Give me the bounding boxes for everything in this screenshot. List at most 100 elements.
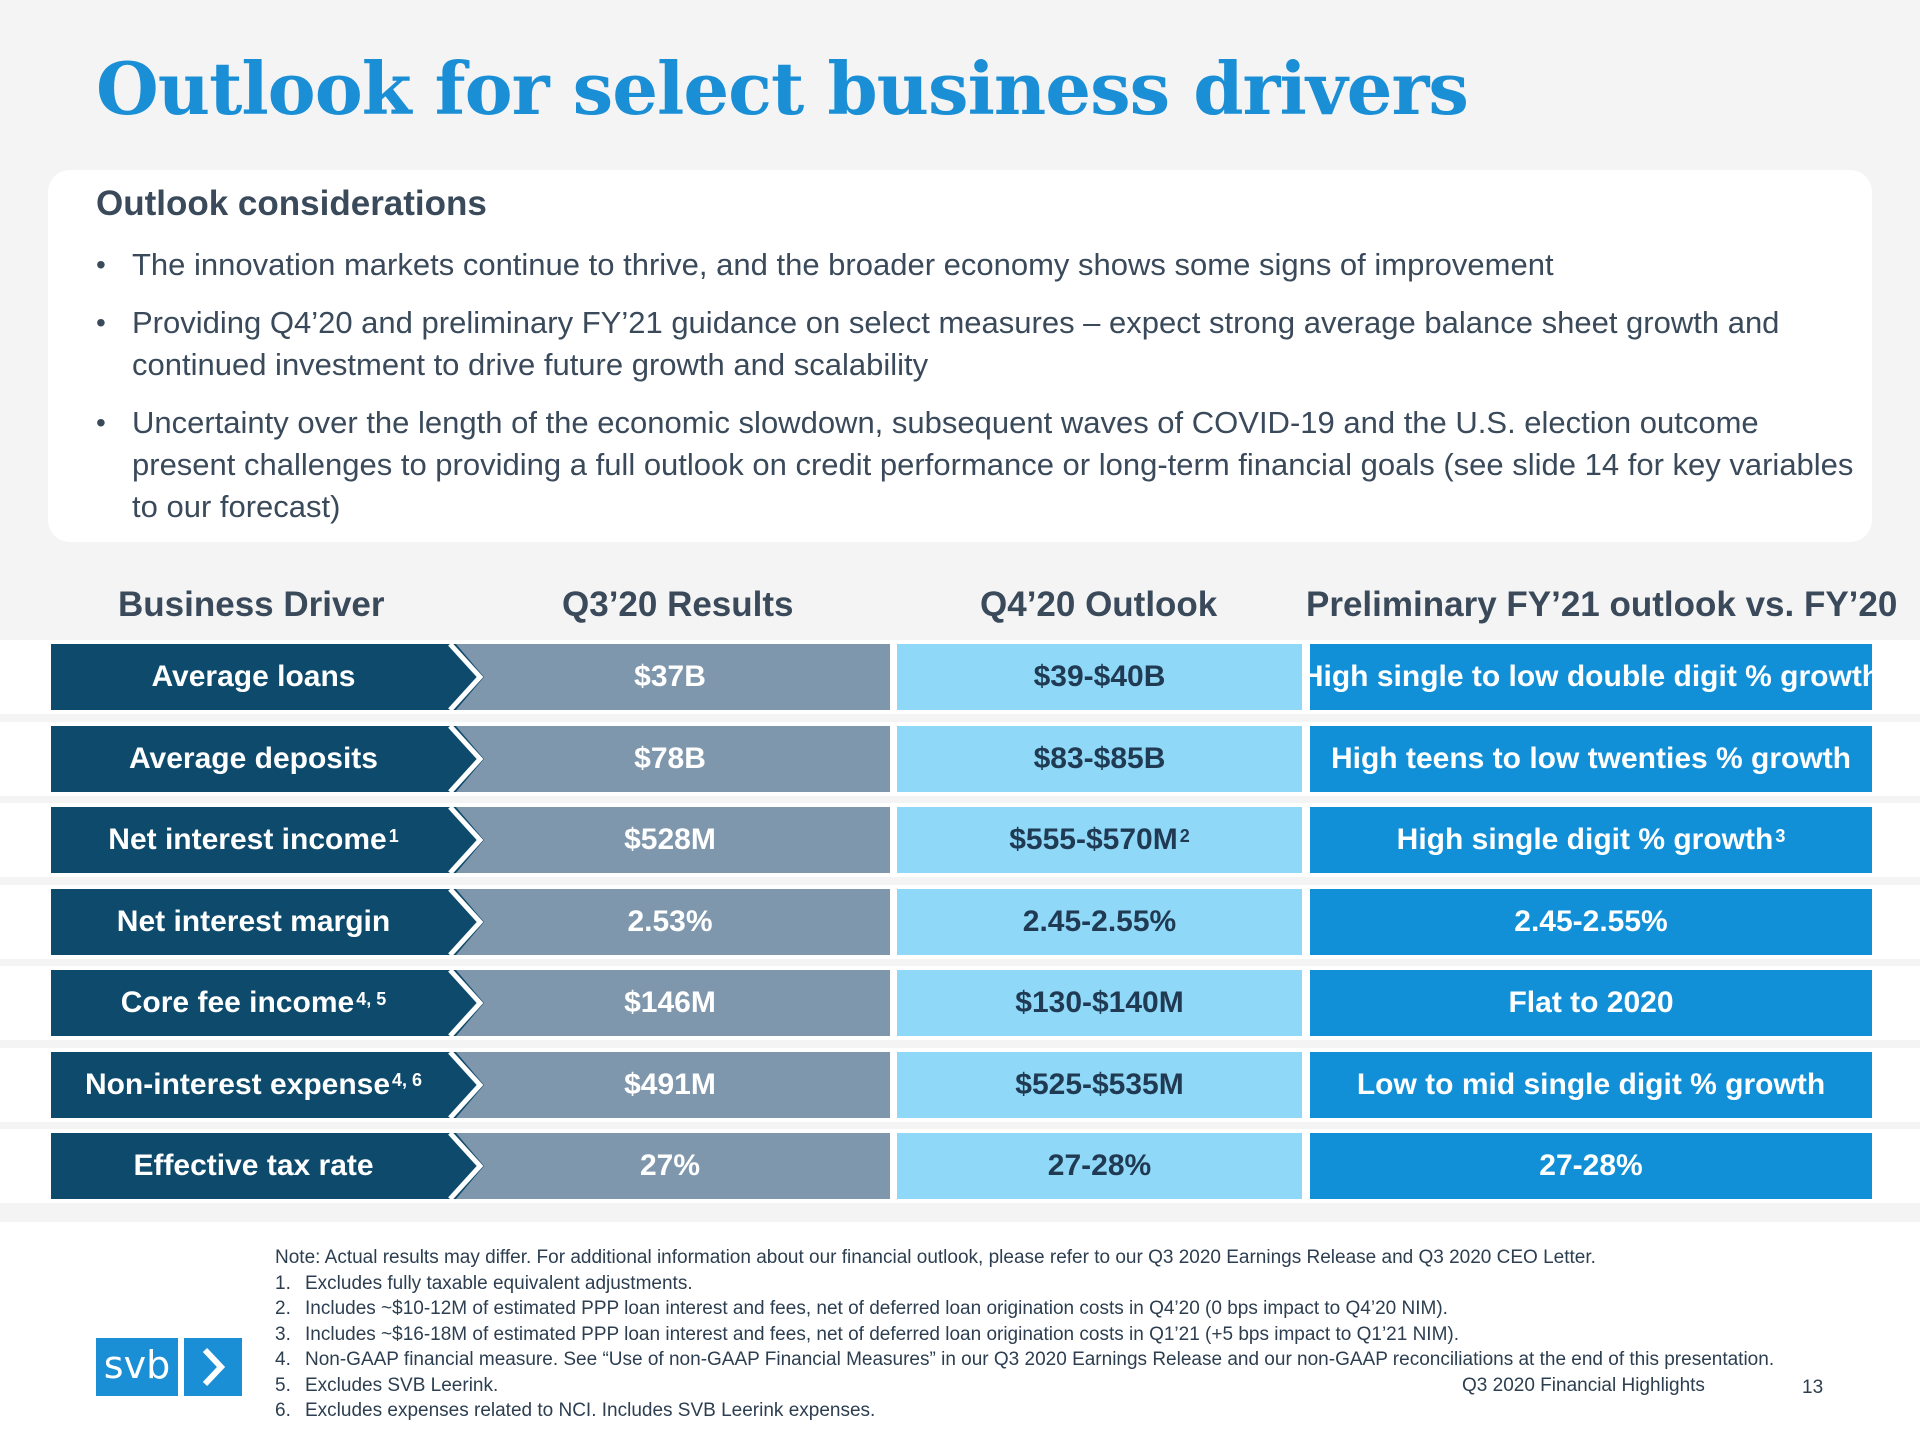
- arrow-chevron-icon: [440, 886, 484, 957]
- footnote-ref: 4, 5: [356, 988, 387, 1009]
- footnote-number: 6.: [275, 1400, 291, 1421]
- fy-cell-text: Flat to 2020: [1508, 986, 1674, 1019]
- table-row: Average deposits $78B $83-$85B High teens t…: [0, 721, 1920, 796]
- footnote-ref: 2: [1179, 825, 1190, 846]
- footnote-item: 3. Includes ~$16-18M of estimated PPP loa…: [275, 1322, 1875, 1348]
- fy-cell-text: 2.45-2.55%: [1514, 904, 1668, 938]
- q3-cell-text: 2.53%: [627, 904, 713, 938]
- footnote-text: Includes ~$16-18M of estimated PPP loan …: [305, 1323, 1460, 1345]
- arrow-outline: [448, 1131, 484, 1201]
- driver-cell: Average deposits: [51, 725, 456, 792]
- footnote-note: Note: Actual results may differ. For add…: [275, 1247, 1596, 1268]
- bullet-icon: •: [96, 249, 106, 280]
- q3-cell-text: $146M: [624, 986, 716, 1019]
- considerations-card: Outlook considerations • The innovation …: [48, 170, 1872, 542]
- table-row: Core fee income 4, 5 $146M $130-$140M Flat t…: [0, 966, 1920, 1040]
- q4-cell: $83-$85B: [897, 725, 1302, 792]
- driver-cell-text: Net interest margin: [116, 904, 391, 938]
- driver-cell: Effective tax rate: [51, 1133, 456, 1199]
- driver-cell-text: Average loans: [151, 660, 356, 693]
- q3-cell: 27%: [450, 1133, 890, 1199]
- driver-cell: Average loans: [51, 644, 456, 710]
- driver-cell-text: Net interest income: [108, 823, 387, 856]
- fy-cell: Low to mid single digit % growth: [1310, 1051, 1872, 1118]
- arrow-chevron-icon: [440, 1049, 484, 1120]
- q4-cell-text: $39-$40B: [1033, 660, 1166, 693]
- footnote-text: Non-GAAP financial measure. See “Use of …: [305, 1349, 1775, 1370]
- q3-cell-text: $491M: [624, 1067, 716, 1101]
- fy-cell-text: Low to mid single digit % growth: [1356, 1067, 1826, 1101]
- arrow-outline: [448, 642, 484, 712]
- q4-cell-text: $130-$140M: [1015, 986, 1184, 1019]
- table-row: Net interest income 1 $528M $555-$570M 2 High…: [0, 803, 1920, 877]
- q3-cell: $78B: [450, 725, 890, 792]
- fy-cell-text: High single to low double digit % growth: [1301, 660, 1881, 693]
- list-item: • Uncertainty over the length of the eco…: [96, 402, 1856, 528]
- considerations-list: • The innovation markets continue to thr…: [96, 244, 1856, 544]
- footnote-number: 5.: [275, 1374, 291, 1396]
- table-row: Average loans $37B $39-$40B High single to …: [0, 640, 1920, 714]
- q4-cell: $525-$535M: [897, 1051, 1302, 1118]
- footnotes: Note: Actual results may differ. For add…: [275, 1245, 1875, 1424]
- footnote-text: Includes ~$10-12M of estimated PPP loan …: [305, 1298, 1448, 1319]
- arrow-outline: [448, 1049, 484, 1120]
- list-item: • The innovation markets continue to thr…: [96, 244, 1856, 286]
- q4-cell: $39-$40B: [897, 644, 1302, 710]
- bullet-icon: •: [96, 307, 106, 338]
- footer-label: Q3 2020 Financial Highlights: [1462, 1375, 1705, 1396]
- logo-text: svb: [96, 1338, 178, 1396]
- driver-cell-text: Core fee income: [120, 986, 355, 1019]
- table-row: Effective tax rate 27% 27-28% 27-28%: [0, 1129, 1920, 1203]
- fy-cell: High single digit % growth 3: [1310, 807, 1872, 873]
- q4-cell-text: $555-$570M: [1009, 823, 1178, 856]
- arrow-fill: [440, 725, 484, 792]
- fy-cell: 2.45-2.55%: [1310, 888, 1872, 955]
- q4-cell-text: 2.45-2.55%: [1022, 904, 1177, 938]
- page-title: Outlook for select business drivers: [96, 46, 1469, 131]
- q3-cell-text: $528M: [624, 823, 716, 856]
- fy-cell: High single to low double digit % growth: [1302, 644, 1880, 710]
- arrow-chevron-icon: [440, 805, 484, 875]
- arrow-fill: [440, 807, 484, 873]
- list-item: • Providing Q4’20 and preliminary FY’21 …: [96, 302, 1856, 386]
- q3-cell: $37B: [450, 644, 890, 710]
- q3-cell: $146M: [450, 970, 890, 1036]
- arrow-chevron-icon: [440, 1131, 484, 1201]
- q3-cell: $491M: [450, 1051, 890, 1118]
- arrow-fill: [440, 1133, 484, 1199]
- q4-cell: 2.45-2.55%: [897, 888, 1302, 955]
- footnote-ref: 4, 6: [392, 1070, 423, 1090]
- bullet-text: Providing Q4’20 and preliminary FY’21 gu…: [132, 305, 1780, 382]
- footnote-item: 2. Includes ~$10-12M of estimated PPP loa…: [275, 1296, 1875, 1322]
- page-number: 13: [1802, 1377, 1824, 1398]
- q4-cell-text: 27-28%: [1047, 1149, 1152, 1182]
- arrow-chevron-icon: [440, 723, 484, 794]
- arrow-fill: [440, 888, 484, 955]
- table-row: Non-interest expense 4, 6 $491M $525-$535M L…: [0, 1047, 1920, 1122]
- driver-cell: Core fee income 4, 5: [51, 970, 456, 1036]
- q4-cell: $130-$140M: [897, 970, 1302, 1036]
- footnote-ref: 1: [388, 825, 399, 846]
- footnote-item: 4. Non-GAAP financial measure. See “Use o…: [275, 1347, 1875, 1373]
- arrow-fill: [440, 970, 484, 1036]
- q4-cell: 27-28%: [897, 1133, 1302, 1199]
- header-q4-outlook: Q4’20 Outlook: [980, 585, 1218, 624]
- driver-cell: Net interest margin: [51, 888, 456, 955]
- driver-cell-text: Effective tax rate: [133, 1149, 374, 1182]
- header-business-driver: Business Driver: [118, 585, 385, 624]
- q4-cell-text: $83-$85B: [1033, 741, 1166, 775]
- table-header: Business Driver Q3’20 Results Q4’20 Outl…: [0, 585, 1920, 635]
- bullet-icon: •: [96, 407, 106, 438]
- header-q3-results: Q3’20 Results: [562, 585, 794, 624]
- fy-cell-text: High teens to low twenties % growth: [1330, 741, 1852, 775]
- fy-cell: 27-28%: [1310, 1133, 1872, 1199]
- footnote-number: 1.: [275, 1272, 291, 1294]
- footnote-number: 3.: [275, 1323, 291, 1345]
- fy-cell: High teens to low twenties % growth: [1310, 725, 1872, 792]
- arrow-outline: [448, 805, 484, 875]
- arrow-fill: [440, 644, 484, 710]
- arrow-fill: [440, 1051, 484, 1118]
- q3-cell: 2.53%: [450, 888, 890, 955]
- bullet-text: The innovation markets continue to thriv…: [132, 247, 1554, 282]
- q3-cell-text: 27%: [639, 1149, 701, 1182]
